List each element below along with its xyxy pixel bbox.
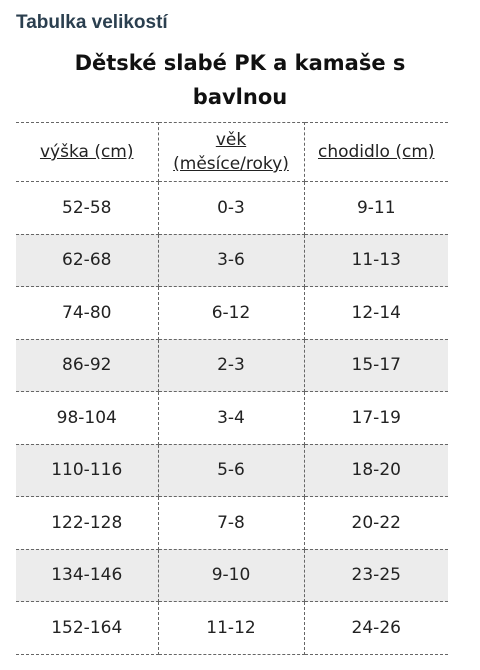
cell-height: 74-80 bbox=[16, 286, 159, 340]
cell-height: 122-128 bbox=[16, 496, 159, 550]
size-table: výška (cm) věk (měsíce/roky) chodidlo (c… bbox=[16, 122, 448, 655]
cell-height: 98-104 bbox=[16, 391, 159, 445]
cell-foot: 23-25 bbox=[303, 548, 448, 602]
header-height: výška (cm) bbox=[16, 122, 159, 182]
section-heading: Tabulka velikostí bbox=[16, 12, 168, 33]
cell-age: 3-6 bbox=[157, 233, 305, 287]
table-row: 122-128 7-8 20-22 bbox=[16, 496, 448, 550]
table-row: 86-92 2-3 15-17 bbox=[16, 338, 448, 392]
table-row: 74-80 6-12 12-14 bbox=[16, 286, 448, 340]
cell-foot: 17-19 bbox=[303, 391, 448, 445]
cell-height: 52-58 bbox=[16, 181, 159, 235]
table-row: 134-146 9-10 23-25 bbox=[16, 548, 448, 602]
cell-foot: 15-17 bbox=[303, 338, 448, 392]
table-row: 110-116 5-6 18-20 bbox=[16, 443, 448, 497]
cell-age: 6-12 bbox=[157, 286, 305, 340]
table-row: 52-58 0-3 9-11 bbox=[16, 181, 448, 235]
cell-foot: 9-11 bbox=[303, 181, 448, 235]
cell-age: 5-6 bbox=[157, 443, 305, 497]
cell-height: 62-68 bbox=[16, 233, 159, 287]
cell-foot: 18-20 bbox=[303, 443, 448, 497]
cell-foot: 11-13 bbox=[303, 233, 448, 287]
cell-foot: 20-22 bbox=[303, 496, 448, 550]
table-row: 152-164 11-12 24-26 bbox=[16, 601, 448, 655]
cell-foot: 24-26 bbox=[303, 601, 448, 655]
cell-height: 134-146 bbox=[16, 548, 159, 602]
cell-age: 0-3 bbox=[157, 181, 305, 235]
cell-height: 110-116 bbox=[16, 443, 159, 497]
cell-age: 2-3 bbox=[157, 338, 305, 392]
header-foot: chodidlo (cm) bbox=[303, 122, 448, 182]
table-title: Dětské slabé PK a kamaše s bavlnou bbox=[74, 51, 406, 109]
table-row: 98-104 3-4 17-19 bbox=[16, 391, 448, 445]
cell-foot: 12-14 bbox=[303, 286, 448, 340]
cell-age: 9-10 bbox=[157, 548, 305, 602]
table-header-row: výška (cm) věk (měsíce/roky) chodidlo (c… bbox=[16, 122, 448, 182]
cell-age: 7-8 bbox=[157, 496, 305, 550]
cell-height: 86-92 bbox=[16, 338, 159, 392]
table-row: 62-68 3-6 11-13 bbox=[16, 233, 448, 287]
header-age: věk (měsíce/roky) bbox=[157, 122, 305, 182]
cell-age: 3-4 bbox=[157, 391, 305, 445]
cell-age: 11-12 bbox=[157, 601, 305, 655]
cell-height: 152-164 bbox=[16, 601, 159, 655]
